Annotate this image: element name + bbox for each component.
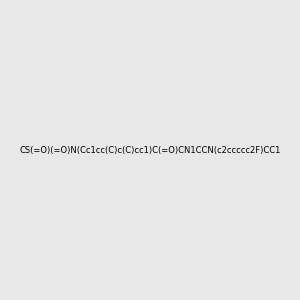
Text: CS(=O)(=O)N(Cc1cc(C)c(C)cc1)C(=O)CN1CCN(c2ccccc2F)CC1: CS(=O)(=O)N(Cc1cc(C)c(C)cc1)C(=O)CN1CCN(… xyxy=(19,146,281,154)
